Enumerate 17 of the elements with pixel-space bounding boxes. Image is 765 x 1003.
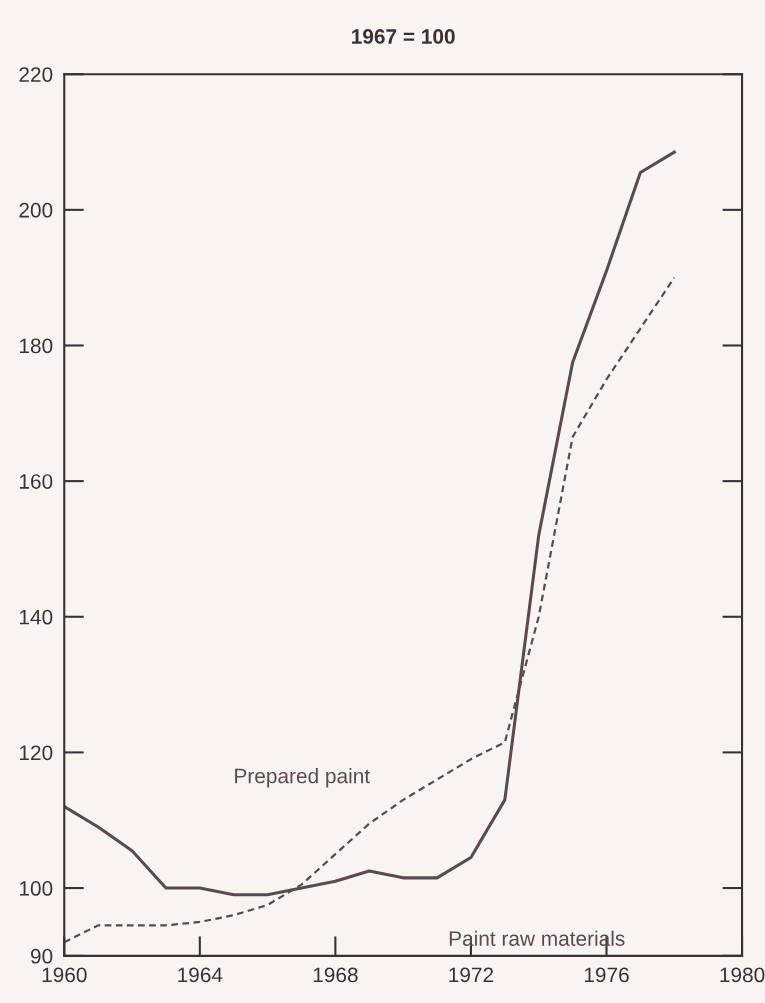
y-tick-label: 120 bbox=[19, 745, 53, 761]
x-tick-label: 1972 bbox=[449, 967, 494, 983]
x-tick-label: 1976 bbox=[584, 967, 629, 983]
y-tick-label: 200 bbox=[19, 202, 53, 218]
x-tick-label: 1968 bbox=[313, 967, 358, 983]
y-tick-label: 160 bbox=[19, 474, 53, 489]
chart-title: 1967 = 100 bbox=[352, 29, 455, 44]
y-tick-label: 100 bbox=[19, 881, 53, 896]
x-tick-label: 1964 bbox=[178, 967, 223, 983]
x-tick-label: 1960 bbox=[42, 967, 87, 983]
text: Paint raw materials bbox=[449, 930, 625, 946]
y-tick-label: 220 bbox=[19, 67, 53, 82]
y-tick-label: 180 bbox=[19, 338, 53, 354]
series-label: Prepared paint bbox=[235, 768, 370, 788]
x-tick-label: 1980 bbox=[720, 967, 765, 983]
y-tick-label: 90 bbox=[30, 948, 53, 964]
y-tick-label: 140 bbox=[19, 609, 53, 625]
